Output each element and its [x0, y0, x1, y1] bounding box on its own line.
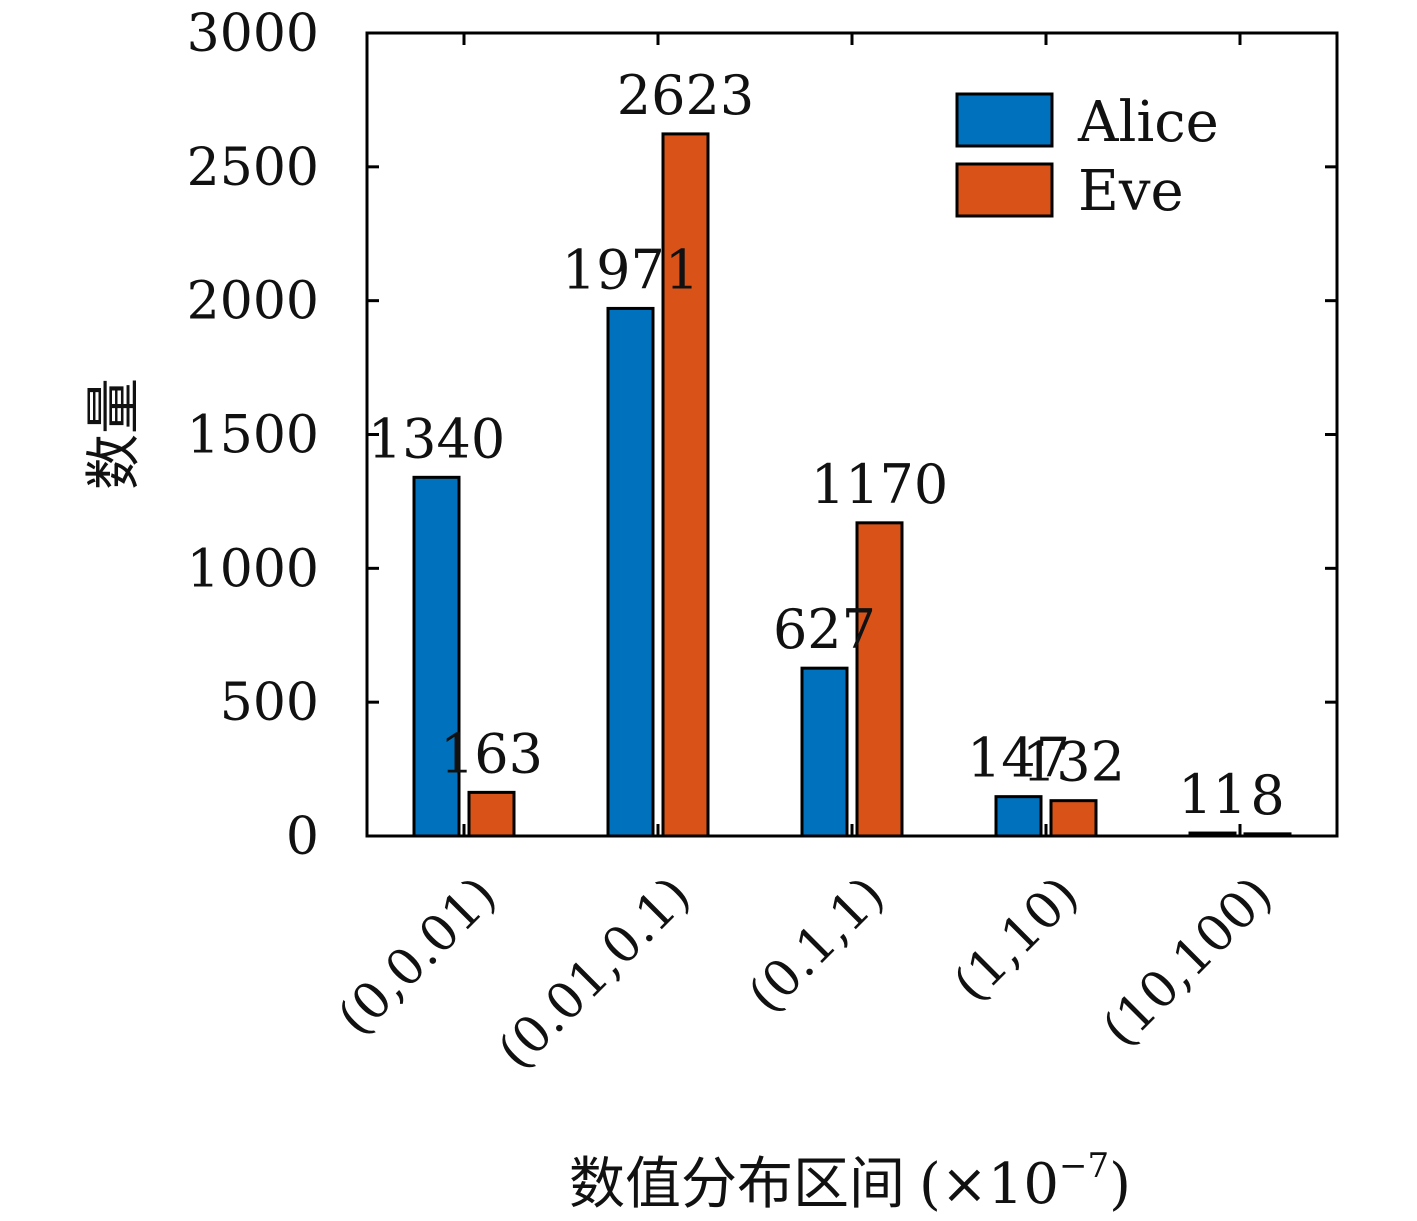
- x-category-label-1: (0.01,0.1): [487, 865, 702, 1080]
- bar-eve-2: [855, 521, 904, 838]
- y-axis-title: 数量: [82, 378, 147, 490]
- x-axis-title-exponent: −7: [1059, 1146, 1109, 1186]
- x-axis-title-main: 数值分布区间: [569, 1152, 905, 1217]
- y-tick-label-3: 1500: [187, 406, 319, 466]
- axis-ticks-group: [367, 31, 1337, 838]
- data-label-alice-1: 1971: [562, 238, 699, 301]
- data-label-alice-4: 11: [1178, 763, 1247, 826]
- y-tick-label-6: 3000: [187, 4, 319, 64]
- legend-label-eve: Eve: [1078, 159, 1184, 224]
- data-label-eve-3: 132: [1022, 731, 1125, 794]
- legend-label-alice: Alice: [1077, 90, 1219, 155]
- y-tick-label-1: 500: [220, 673, 319, 733]
- legend-swatch-alice: [955, 92, 1054, 148]
- data-label-alice-3: 147: [967, 727, 1070, 790]
- bars-group: [412, 132, 1292, 838]
- x-category-label-2: (0.1,1): [737, 865, 896, 1024]
- bar-alice-0: [412, 475, 461, 838]
- bar-eve-1: [661, 132, 710, 838]
- y-tick-label-5: 2500: [187, 138, 319, 198]
- x-axis-title: 数值分布区间 (×10−7): [569, 1146, 1131, 1217]
- x-category-label-0: (0,0.01): [326, 865, 507, 1046]
- bar-alice-2: [800, 666, 849, 838]
- legend-swatch-eve: [955, 162, 1054, 218]
- data-label-eve-2: 1170: [811, 453, 948, 516]
- data-label-eve-0: 163: [440, 722, 543, 785]
- x-category-label-3: (1,10): [942, 865, 1089, 1012]
- x-category-label-4: (10,100): [1091, 865, 1283, 1057]
- data-label-eve-1: 2623: [617, 64, 754, 127]
- bar-alice-3: [994, 795, 1043, 838]
- y-tick-label-2: 1000: [187, 539, 319, 599]
- bar-eve-0: [467, 790, 516, 838]
- bar-alice-1: [606, 306, 655, 838]
- x-axis-title-close: ): [1109, 1152, 1131, 1217]
- x-axis-title-unit: (×10: [919, 1152, 1059, 1217]
- y-tick-labels: 0 500 1000 1500 2000 2500 3000: [187, 4, 319, 867]
- data-label-alice-0: 1340: [368, 407, 505, 470]
- y-tick-label-0: 0: [286, 807, 319, 867]
- data-label-alice-2: 627: [773, 598, 876, 661]
- y-tick-label-4: 2000: [187, 272, 319, 332]
- bar-eve-3: [1049, 799, 1098, 838]
- data-label-eve-4: 8: [1250, 764, 1284, 827]
- x-category-labels: (0,0.01)(0.01,0.1) (0.1,1) (1,10) (10,100): [326, 865, 1283, 1080]
- legend: Alice Eve: [955, 90, 1219, 224]
